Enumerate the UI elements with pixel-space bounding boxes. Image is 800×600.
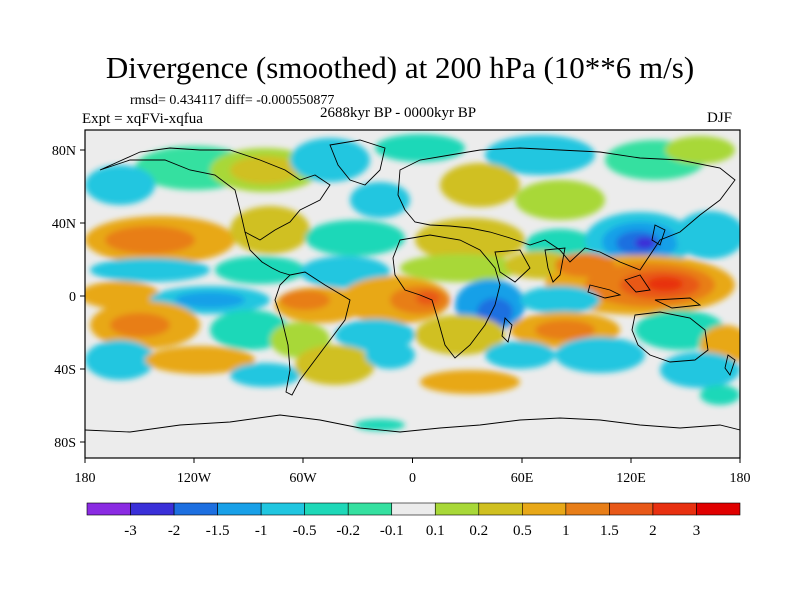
colorbar-label: -2 — [168, 523, 181, 539]
lon-label: 180 — [75, 471, 96, 486]
colorbar-swatch — [696, 502, 741, 516]
colorbar-label: -0.1 — [380, 523, 404, 539]
longitude-axis: 180 120W 60W 0 60E 120E 180 — [75, 458, 751, 486]
colorbar-swatch — [478, 502, 523, 516]
colorbar-label: 1.5 — [600, 523, 619, 539]
coastlines — [85, 139, 740, 433]
colorbar-label: -0.5 — [293, 523, 317, 539]
lon-label: 60W — [289, 471, 317, 486]
season-label: DJF — [707, 110, 733, 126]
latitude-axis: 80N 40N 0 40S 80S — [52, 144, 85, 451]
colorbar-swatch — [434, 502, 480, 516]
colorbar-swatch — [391, 502, 436, 516]
lat-label: 40S — [54, 363, 76, 378]
period-label: 2688kyr BP - 0000kyr BP — [320, 105, 477, 121]
colorbar-swatch — [652, 502, 697, 516]
colorbar-label: -1 — [255, 523, 268, 539]
colorbar-swatch — [260, 502, 305, 516]
lat-label: 40N — [52, 217, 76, 232]
colorbar-swatch — [130, 502, 175, 516]
colorbar-label: 1 — [562, 523, 570, 539]
colorbar-label: -1.5 — [206, 523, 230, 539]
lon-label: 120W — [177, 471, 212, 486]
lon-label: 60E — [511, 471, 534, 486]
colorbar-label: 3 — [693, 523, 701, 539]
lon-label: 0 — [409, 471, 416, 486]
lat-label: 80S — [54, 436, 76, 451]
colorbar-label: 2 — [649, 523, 657, 539]
divergence-field — [85, 134, 740, 431]
lat-label: 80N — [52, 144, 76, 159]
colorbar-label: 0.5 — [513, 523, 532, 539]
colorbar-swatch — [565, 502, 610, 516]
plot-title: Divergence (smoothed) at 200 hPa (10**6 … — [105, 50, 695, 85]
colorbar: -3 -2 -1.5 -1 -0.5 -0.2 -0.1 0.1 0.2 0.5 1 1.5 2 3 — [86, 502, 741, 539]
colorbar-swatch — [173, 502, 218, 516]
colorbar-swatch — [347, 502, 393, 516]
colorbar-swatch — [304, 502, 349, 516]
colorbar-label: -0.2 — [336, 523, 360, 539]
colorbar-label: 0.2 — [469, 523, 488, 539]
colorbar-swatch — [217, 502, 262, 516]
experiment-label: Expt = xqFVi-xqfua — [82, 111, 203, 127]
lon-label: 120E — [616, 471, 646, 486]
colorbar-label: 0.1 — [426, 523, 445, 539]
colorbar-swatch — [609, 502, 654, 516]
rmsd-diff-stats: rmsd= 0.434117 diff= -0.000550877 — [130, 93, 335, 108]
lat-label: 0 — [69, 290, 76, 305]
colorbar-label: -3 — [124, 523, 137, 539]
colorbar-swatch — [86, 502, 131, 516]
lon-label: 180 — [730, 471, 751, 486]
colorbar-swatch — [522, 502, 567, 516]
